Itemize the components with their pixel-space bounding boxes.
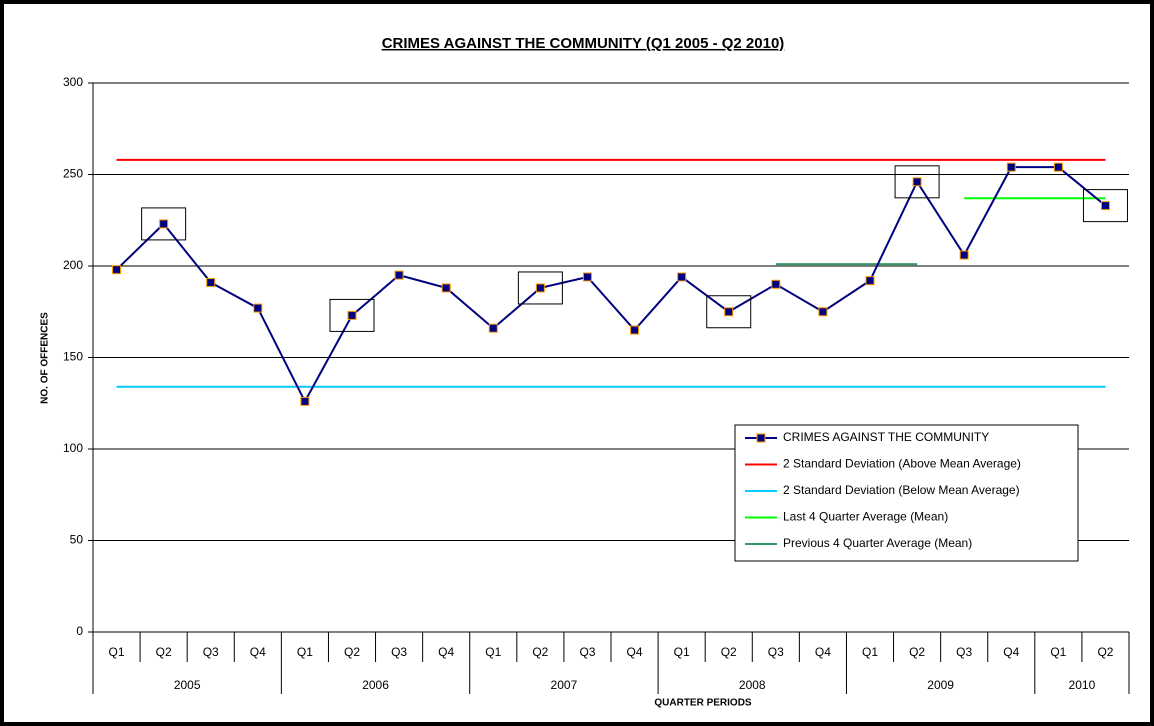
x-tick-label: Q2	[532, 645, 548, 659]
x-tick-label: Q1	[297, 645, 313, 659]
x-tick-label: Q1	[674, 645, 690, 659]
x-tick-label: Q3	[203, 645, 219, 659]
x-tick-label: Q2	[909, 645, 925, 659]
group-label: 2009	[927, 678, 954, 692]
y-tick-label: 200	[63, 258, 83, 272]
group-label: 2010	[1069, 678, 1096, 692]
x-tick-label: Q1	[109, 645, 125, 659]
x-tick-label: Q2	[1097, 645, 1113, 659]
x-tick-label: Q4	[627, 645, 643, 659]
point	[959, 250, 969, 260]
point	[488, 323, 498, 333]
x-tick-label: Q4	[815, 645, 831, 659]
group-label: 2007	[551, 678, 578, 692]
series-line	[115, 166, 1107, 404]
y-tick-label: 250	[63, 167, 83, 181]
y-axis-title: NO. OF OFFENCES	[40, 312, 51, 404]
x-tick-label: Q1	[485, 645, 501, 659]
point	[394, 270, 404, 280]
point	[1053, 162, 1063, 172]
x-tick-label: Q2	[721, 645, 737, 659]
group-label: 2006	[362, 678, 389, 692]
x-tick-label: Q3	[768, 645, 784, 659]
point	[582, 272, 592, 282]
x-tick-label: Q4	[438, 645, 454, 659]
highlight-box	[1082, 189, 1128, 223]
point	[771, 279, 781, 289]
y-tick-label: 150	[63, 350, 83, 364]
x-tick-label: Q1	[1050, 645, 1066, 659]
x-tick-label: Q4	[1003, 645, 1019, 659]
x-axis-title: QUARTER PERIODS	[654, 698, 752, 709]
group-label: 2005	[174, 678, 201, 692]
legend-label: Previous 4 Quarter Average (Mean)	[783, 536, 972, 550]
point	[912, 177, 922, 187]
x-tick-label: Q3	[579, 645, 595, 659]
y-tick-label: 300	[63, 75, 83, 89]
x-tick-label: Q4	[250, 645, 266, 659]
x-tick-label: Q3	[391, 645, 407, 659]
legend-label: 2 Standard Deviation (Below Mean Average…	[783, 483, 1020, 497]
point	[535, 283, 545, 293]
point	[253, 303, 263, 313]
point	[818, 307, 828, 317]
highlight-box	[329, 298, 375, 332]
legend-label: CRIMES AGAINST THE COMMUNITY	[783, 430, 989, 444]
highlight-box	[517, 271, 563, 305]
group-label: 2008	[739, 678, 766, 692]
legend-label: 2 Standard Deviation (Above Mean Average…	[783, 457, 1021, 471]
highlight-box	[706, 295, 752, 329]
x-tick-label: Q1	[862, 645, 878, 659]
point	[1100, 201, 1110, 211]
point	[300, 396, 310, 406]
legend	[734, 424, 1079, 562]
point	[159, 219, 169, 229]
highlight-box	[141, 207, 187, 241]
legend-label: Last 4 Quarter Average (Mean)	[783, 510, 948, 524]
point	[1006, 162, 1016, 172]
point	[441, 283, 451, 293]
point	[112, 265, 122, 275]
y-tick-label: 50	[70, 533, 84, 547]
point	[724, 307, 734, 317]
chart-title: CRIMES AGAINST THE COMMUNITY (Q1 2005 - …	[382, 35, 785, 52]
x-tick-label: Q2	[344, 645, 360, 659]
y-tick-label: 0	[76, 624, 83, 638]
y-tick-label: 100	[63, 441, 83, 455]
highlight-box	[894, 165, 940, 199]
point	[865, 276, 875, 286]
point	[206, 277, 216, 287]
point	[677, 272, 687, 282]
x-tick-label: Q3	[956, 645, 972, 659]
legend-marker	[756, 433, 766, 443]
x-tick-label: Q2	[156, 645, 172, 659]
point	[630, 325, 640, 335]
point	[347, 310, 357, 320]
